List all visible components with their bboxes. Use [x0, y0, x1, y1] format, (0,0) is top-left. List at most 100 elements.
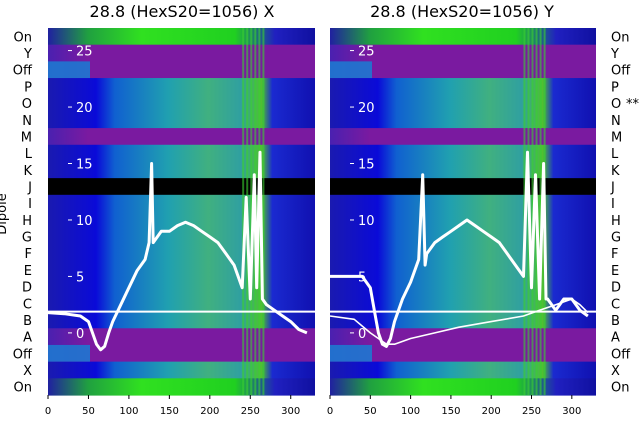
- x-tick-label: 100: [119, 406, 138, 417]
- dipole-label: P: [24, 80, 32, 95]
- dipole-label: A: [23, 331, 32, 346]
- heatmap-band-20: [330, 361, 596, 379]
- heatmap-band-edge: [48, 344, 90, 362]
- x-tick-label: 0: [327, 406, 333, 417]
- dipole-label: M: [611, 130, 622, 145]
- heatmap-band-9: [330, 178, 596, 196]
- dipole-label: H: [611, 214, 621, 229]
- dipole-label: N: [22, 114, 32, 129]
- chart-title-y: 28.8 (HexS20=1056) Y: [370, 2, 554, 21]
- dipole-label: K: [23, 164, 32, 179]
- dipole-label: O: [22, 97, 32, 112]
- heatmap-band-13: [330, 244, 596, 263]
- heatmap-band-3: [48, 78, 315, 96]
- heatmap-band-12: [330, 228, 596, 246]
- chart-title-x: 28.8 (HexS20=1056) X: [90, 2, 275, 21]
- heatmap-band-6: [330, 128, 596, 146]
- heatmap-band-4: [330, 94, 596, 113]
- heatmap-band-19: [330, 344, 596, 363]
- dipole-label: I: [611, 197, 615, 212]
- heatmap-stripe: [262, 28, 265, 395]
- heatmap-band-10: [330, 194, 596, 213]
- dipole-label: F: [25, 247, 32, 262]
- dipole-label: X: [23, 364, 32, 379]
- dipole-label: P: [611, 80, 619, 95]
- dipole-label: J: [610, 180, 615, 195]
- dipole-label: O: [611, 97, 621, 112]
- heatmap-stripe: [531, 28, 534, 395]
- dipole-label: On: [14, 381, 32, 396]
- heatmap-band-5: [48, 111, 315, 129]
- heatmap-band-5: [330, 111, 596, 129]
- x-tick-label: 200: [482, 406, 501, 417]
- y-tick-label: 10: [76, 214, 93, 229]
- dipole-label: X: [611, 364, 620, 379]
- x-tick-label: 0: [45, 406, 51, 417]
- heatmap-band-14: [330, 261, 596, 279]
- heatmap-band-18: [48, 328, 315, 346]
- x-tick-label: 200: [200, 406, 219, 417]
- dipole-label: L: [611, 147, 619, 162]
- x-tick-label: 300: [562, 406, 581, 417]
- dipole-label: Off: [611, 64, 631, 79]
- heatmap-band-2: [330, 61, 596, 79]
- dipole-label: F: [611, 247, 618, 262]
- x-tick-label: 50: [364, 406, 377, 417]
- heatmap-band-6: [48, 128, 315, 146]
- dipole-label: Off: [611, 347, 631, 362]
- heatmap-stripe: [539, 28, 542, 395]
- heatmap-band-4: [48, 94, 315, 113]
- heatmap-band-0: [330, 28, 596, 46]
- dipole-label: B: [23, 314, 32, 329]
- x-tick-label: 250: [522, 406, 541, 417]
- y-tick-label: 25: [358, 45, 375, 60]
- y-tick-label: 0: [358, 327, 366, 342]
- heatmap-band-7: [48, 144, 315, 163]
- dipole-label: Y: [23, 47, 32, 62]
- dipole-label: K: [611, 164, 620, 179]
- dipole-label: A: [611, 331, 620, 346]
- dipole-label: C: [611, 297, 620, 312]
- dipole-label: E: [611, 264, 619, 279]
- dipole-label: Off: [13, 64, 33, 79]
- dipole-label: N: [611, 114, 621, 129]
- x-tick-label: 250: [241, 406, 260, 417]
- dipole-label: H: [22, 214, 32, 229]
- heatmap-band-16: [48, 294, 315, 313]
- heatmap-band-0: [48, 28, 315, 46]
- y-tick-label: 15: [358, 158, 375, 173]
- trace-line-1: [329, 298, 589, 345]
- dipole-label: E: [24, 264, 32, 279]
- y-tick-label: 10: [358, 214, 375, 229]
- x-tick-label: 150: [441, 406, 460, 417]
- y-tick-label: 20: [358, 101, 375, 116]
- dipole-label: On: [611, 30, 629, 45]
- right-marker: **: [626, 97, 640, 112]
- dipole-label: I: [28, 197, 32, 212]
- trace-line-0: [330, 150, 589, 348]
- heatmap-band-8: [48, 161, 315, 179]
- heatmap-band-20: [48, 361, 315, 379]
- heatmap-band-1: [330, 44, 596, 62]
- dipole-label: Y: [610, 47, 619, 62]
- heatmap-stripe: [250, 28, 253, 395]
- heatmap-band-16: [330, 294, 596, 313]
- dipole-label: B: [611, 314, 620, 329]
- heatmap-band-7: [330, 144, 596, 163]
- dipole-label: G: [611, 231, 621, 246]
- heatmap-band-2: [48, 61, 315, 79]
- heatmap-band-13: [48, 244, 315, 263]
- dipole-label: Off: [13, 347, 33, 362]
- heatmap-band-3: [330, 78, 596, 96]
- heatmap-band-edge: [330, 61, 372, 79]
- y-axis-label: Dipole: [0, 193, 10, 234]
- heatmap-band-21: [48, 378, 315, 396]
- dipole-label: D: [22, 281, 32, 296]
- x-tick-label: 300: [281, 406, 300, 417]
- y-tick-label: 0: [76, 327, 84, 342]
- dipole-label: C: [23, 297, 32, 312]
- x-tick-label: 150: [160, 406, 179, 417]
